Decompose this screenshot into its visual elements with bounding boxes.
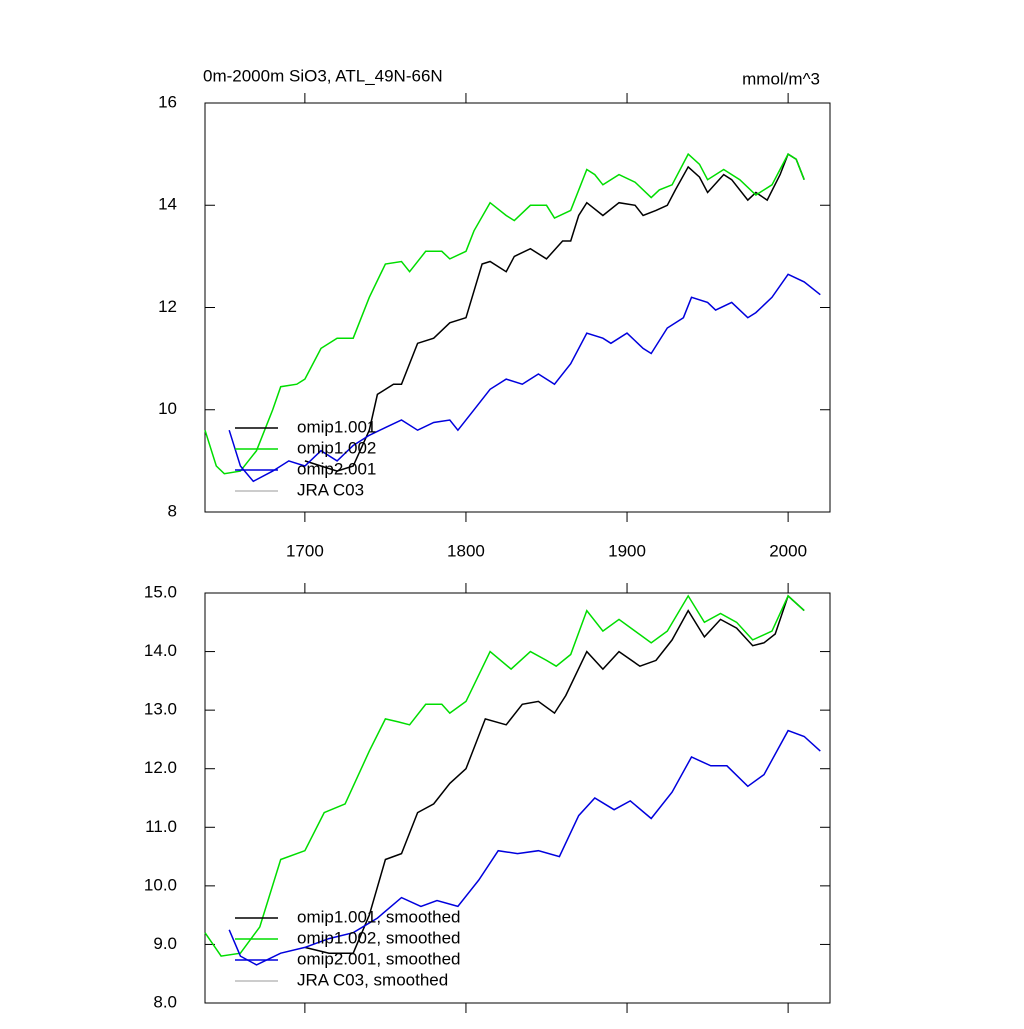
legend-label: omip1.001, smoothed	[297, 907, 461, 926]
chart-title: 0m-2000m SiO3, ATL_49N-66N	[203, 66, 443, 85]
x-tick-label: 1900	[608, 541, 646, 560]
y-tick-label: 13.0	[144, 700, 177, 719]
data-line	[204, 152, 805, 475]
x-tick-label: 2000	[769, 541, 807, 560]
data-line	[228, 273, 821, 483]
y-tick-label: 14	[158, 195, 177, 214]
y-tick-label: 11.0	[145, 817, 177, 836]
data-line	[304, 152, 805, 472]
data-line	[204, 594, 805, 957]
y-tick-label: 10.0	[144, 875, 177, 894]
plot-frame	[204, 592, 831, 1004]
x-tick-label: 1800	[447, 541, 485, 560]
unit-label: mmol/m^3	[742, 69, 820, 88]
y-tick-label: 15.0	[144, 582, 177, 601]
y-tick-label: 10	[158, 399, 177, 418]
y-tick-label: 12	[158, 297, 177, 316]
legend-label: omip1.002, smoothed	[297, 928, 461, 947]
legend-label: omip1.002	[297, 438, 376, 457]
data-line	[304, 594, 805, 954]
y-tick-label: 8.0	[153, 992, 177, 1011]
legend-label: JRA C03	[297, 480, 364, 499]
legend-label: JRA C03, smoothed	[297, 970, 448, 989]
y-tick-label: 9.0	[153, 934, 177, 953]
y-tick-label: 8	[168, 501, 177, 520]
x-tick-label: 1700	[286, 541, 324, 560]
data-line	[228, 729, 821, 966]
legend-label: omip2.001, smoothed	[297, 949, 461, 968]
y-tick-label: 14.0	[144, 641, 177, 660]
y-tick-label: 16	[158, 92, 177, 111]
y-tick-label: 12.0	[144, 758, 177, 777]
legend-label: omip1.001	[297, 417, 376, 436]
legend-label: omip2.001	[297, 459, 376, 478]
